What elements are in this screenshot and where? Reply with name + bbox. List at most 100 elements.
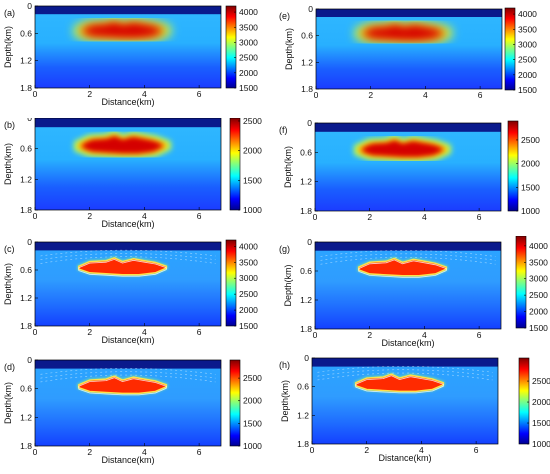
colorbar [225,5,237,89]
y-tick-label: 1.2 [297,410,309,420]
colorbar-tick-label: 2000 [521,159,540,169]
x-axis-label: Distance(km) [101,455,154,465]
colorbar-tick-label: 3000 [239,273,258,283]
x-tick-label: 6 [197,447,202,457]
plot-frame [34,359,222,447]
y-tick-label: 0.6 [20,384,32,394]
colorbar-tick-label: 3500 [529,257,548,267]
colorbar [518,357,530,445]
panel-svg-g: 0 2 4 6 0 0.6 1.2 1.8 (g) Depth(km) Distance(km) 15… [279,236,548,348]
y-tick-label: 0.6 [301,31,313,41]
x-tick-label: 2 [87,211,92,221]
panel-e: 0 2 4 6 0 0.6 1.2 1.8 (e) Depth(km) 1500 2000 2500 30… [275,0,550,118]
y-tick-label: 1.8 [20,205,32,215]
colorbar-tick-label: 3500 [239,22,258,32]
colorbar-tick-label: 3000 [529,274,548,284]
y-tick-label: 1.8 [20,321,32,331]
x-tick-label: 2 [87,447,92,457]
panel-label: (g) [279,244,290,254]
colorbar-tick-label: 1000 [243,205,262,215]
colorbar [229,359,241,447]
y-tick-label: 0.6 [20,28,32,38]
colorbar-tick-label: 1500 [521,182,540,192]
panel-label: (e) [279,11,290,21]
y-axis-label: Depth(km) [284,28,294,70]
panel-svg-e: 0 2 4 6 0 0.6 1.2 1.8 (e) Depth(km) 1500 2000 2500 30… [279,4,537,100]
velocity-field [315,123,501,211]
y-tick-label: 0.6 [20,144,32,154]
colorbar-tick-label: 1500 [532,418,550,428]
velocity-field [35,360,221,446]
y-tick-label: 1.2 [20,174,32,184]
y-tick-label: 1.8 [300,206,312,216]
colorbar [507,120,519,212]
colorbar-tick-label: 2500 [243,373,262,383]
x-tick-label: 4 [422,330,427,340]
panel-h: 0 2 4 6 0 0.6 1.2 1.8 (h) Depth(km) Distance(km) 10… [275,354,550,472]
x-tick-label: 6 [474,445,479,455]
y-tick-label: 1.8 [300,324,312,334]
y-tick-label: 1.8 [20,441,32,451]
colorbar-tick-label: 2000 [518,70,537,80]
x-tick-label: 4 [419,445,424,455]
colorbar-tick-label: 4000 [239,7,258,17]
y-tick-label: 1.8 [297,439,309,449]
x-tick-label: 6 [197,89,202,99]
panel-svg-d: 0 2 4 6 0 0.6 1.2 1.8 (d) Depth(km) Distance(km) 10… [3,355,262,465]
colorbar-tick-label: 2000 [243,396,262,406]
y-tick-label: 1.2 [20,412,32,422]
x-tick-label: 6 [197,211,202,221]
x-tick-label: 4 [142,327,147,337]
y-tick-label: 0 [307,237,312,247]
panel-svg-c: 0 2 4 6 0 0.6 1.2 1.8 (c) Depth(km) Distance(km) 15… [3,237,258,345]
colorbar-tick-label: 4000 [518,9,537,19]
y-tick-label: 1.2 [20,293,32,303]
x-tick-label: 2 [367,330,372,340]
x-axis-label: Distance(km) [381,338,434,348]
y-tick-label: 0 [27,237,32,247]
x-axis-label: Distance(km) [101,335,154,345]
x-axis-label: Distance(km) [378,453,431,463]
y-tick-label: 1.2 [301,57,313,67]
colorbar-tick-label: 2500 [532,376,550,386]
colorbar-tick-label: 2000 [243,146,262,156]
x-tick-label: 0 [33,447,38,457]
velocity-field [35,242,221,326]
colorbar-tick-label: 1500 [518,85,537,95]
colorbar-tick-label: 2500 [518,55,537,65]
panel-label: (b) [4,120,15,130]
colorbar [504,7,516,91]
panel-label: (a) [4,8,15,18]
colorbar-tick-label: 3000 [239,37,258,47]
colorbar [225,239,237,327]
x-tick-label: 2 [87,327,92,337]
y-tick-label: 0.6 [300,147,312,157]
colorbar-tick-label: 2000 [532,397,550,407]
x-tick-label: 4 [142,447,147,457]
colorbar-tick-label: 1000 [532,439,550,449]
y-tick-label: 1.2 [20,56,32,66]
y-tick-label: 0 [307,118,312,128]
y-axis-label: Depth(km) [283,264,293,306]
y-tick-label: 0 [27,355,32,365]
x-tick-label: 4 [142,89,147,99]
colorbar-tick-label: 2000 [529,307,548,317]
y-axis-label: Depth(km) [280,380,290,422]
colorbar-tick-label: 3000 [518,39,537,49]
colorbar [515,236,527,329]
y-tick-label: 0 [308,4,313,14]
velocity-field [315,242,501,329]
panel-label: (h) [279,360,290,370]
x-tick-label: 4 [423,90,428,100]
velocity-field [35,118,221,210]
panel-d: 0 2 4 6 0 0.6 1.2 1.8 (d) Depth(km) Distance(km) 10… [0,354,275,472]
panel-label: (f) [279,125,288,135]
x-tick-label: 0 [314,90,319,100]
panel-svg-b: 0 2 4 6 0 0.6 1.2 1.8 (b) Depth(km) Distance(km) 10… [3,118,262,229]
colorbar-tick-label: 1500 [239,321,258,331]
x-tick-label: 4 [142,211,147,221]
x-tick-label: 6 [477,212,482,222]
colorbar-tick-label: 2500 [243,118,262,126]
panel-svg-f: 0 2 4 6 0 0.6 1.2 1.8 (f) Depth(km) 1000 1500 2000 25… [279,118,540,222]
panel-g: 0 2 4 6 0 0.6 1.2 1.8 (g) Depth(km) Distance(km) 15… [275,236,550,354]
